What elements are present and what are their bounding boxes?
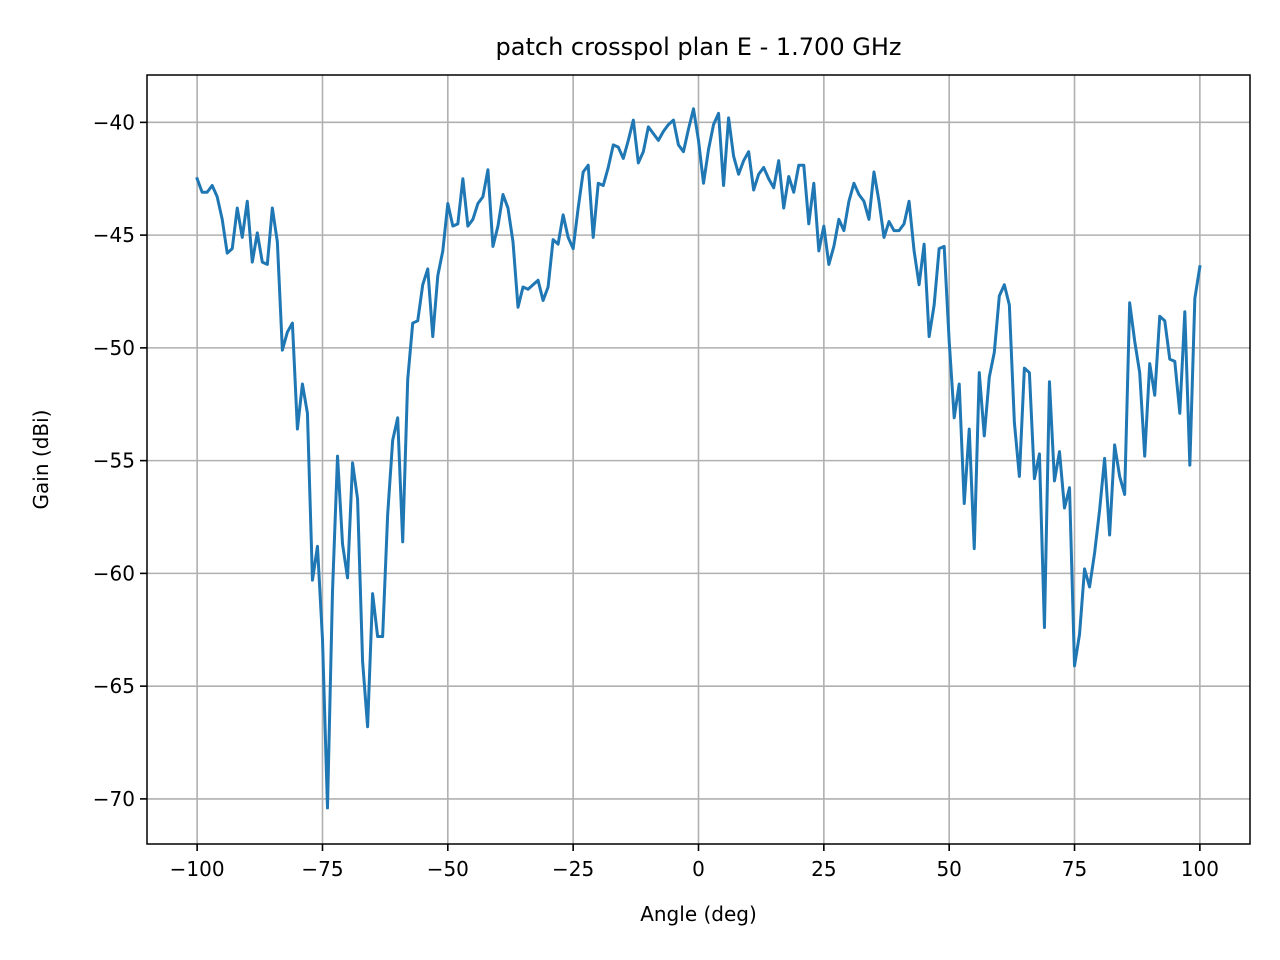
x-tick-label: 0 [692,857,705,881]
y-axis: −40 −45 −50 −55 −60 −65 −70 [93,110,147,811]
y-tick-label: −60 [93,561,135,585]
x-tick-label: 25 [811,857,836,881]
x-tick-label: 50 [936,857,961,881]
series-line [195,107,1202,810]
series-group [195,107,1202,810]
x-tick-label: 75 [1062,857,1087,881]
x-axis: −100 −75 −50 −25 0 25 50 75 100 [170,844,1219,881]
chart-title: patch crosspol plan E - 1.700 GHz [496,33,902,61]
x-tick-label: −100 [170,857,225,881]
y-tick-label: −70 [93,787,135,811]
y-axis-label: Gain (dBi) [29,410,53,510]
y-tick-label: −45 [93,223,135,247]
y-tick-label: −55 [93,449,135,473]
x-axis-label: Angle (deg) [640,902,757,926]
y-tick-label: −65 [93,674,135,698]
x-tick-label: −75 [301,857,343,881]
x-tick-label: −50 [427,857,469,881]
y-tick-label: −50 [93,336,135,360]
y-tick-label: −40 [93,110,135,134]
x-tick-label: 100 [1181,857,1219,881]
x-tick-label: −25 [552,857,594,881]
grid-lines [147,75,1250,844]
